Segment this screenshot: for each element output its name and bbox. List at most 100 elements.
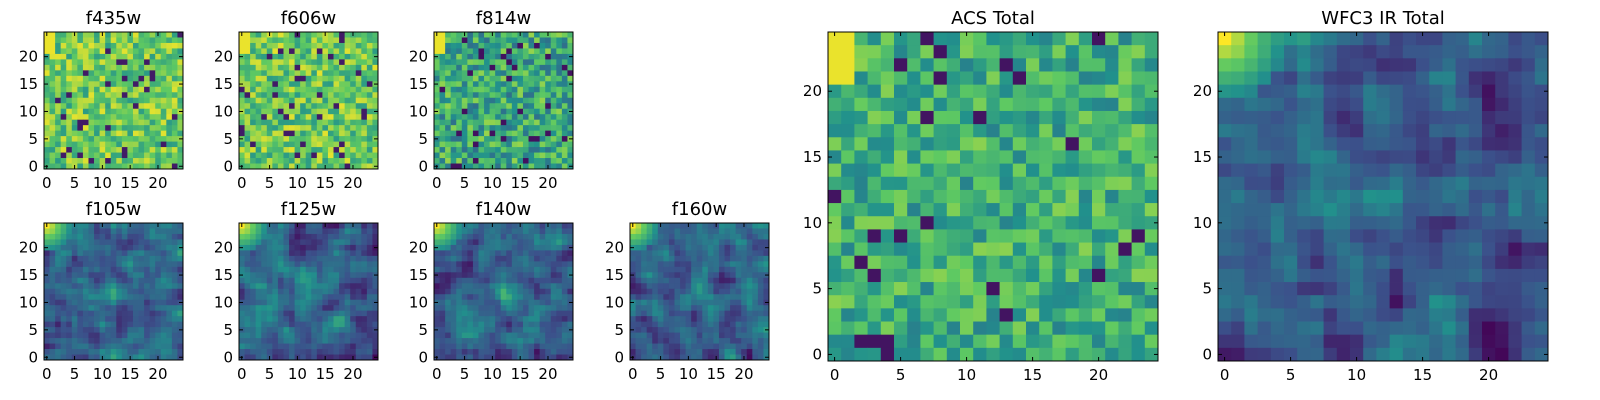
heatmap-cell bbox=[149, 354, 156, 361]
heatmap-cell bbox=[702, 272, 709, 279]
heatmap-cell bbox=[110, 70, 117, 77]
heatmap-cell bbox=[289, 141, 295, 148]
heatmap-cell bbox=[517, 92, 524, 99]
heatmap-cell bbox=[339, 141, 346, 148]
heatmap-cell bbox=[456, 86, 463, 93]
heatmap-cell bbox=[960, 176, 974, 191]
heatmap-cell bbox=[635, 349, 642, 355]
heatmap-cell bbox=[316, 228, 323, 235]
heatmap-cell bbox=[724, 250, 731, 257]
heatmap-cell bbox=[907, 32, 921, 46]
heatmap-cell bbox=[71, 37, 78, 44]
heatmap-cell bbox=[757, 305, 764, 312]
heatmap-cell bbox=[674, 277, 681, 284]
heatmap-cell bbox=[456, 283, 463, 290]
heatmap-cell bbox=[534, 233, 541, 240]
heatmap-cell bbox=[300, 136, 307, 142]
x-tick-label: 0 bbox=[432, 174, 442, 192]
heatmap-cell bbox=[630, 338, 636, 344]
heatmap-cell bbox=[144, 272, 151, 279]
y-tick-label: 20 bbox=[214, 48, 233, 66]
heatmap-cell bbox=[439, 97, 446, 104]
heatmap-cell bbox=[561, 136, 568, 142]
heatmap-cell bbox=[511, 97, 518, 104]
heatmap-cell bbox=[506, 332, 513, 339]
heatmap-cell bbox=[556, 97, 563, 104]
heatmap-cell bbox=[907, 110, 921, 125]
heatmap-cell bbox=[261, 147, 268, 153]
heatmap-cell bbox=[294, 233, 301, 240]
heatmap-cell bbox=[741, 255, 748, 262]
heatmap-cell bbox=[283, 158, 290, 164]
heatmap-cell bbox=[1039, 150, 1053, 164]
heatmap-cell bbox=[289, 125, 295, 132]
x-tick-label: 10 bbox=[679, 365, 698, 383]
heatmap-cell bbox=[528, 119, 535, 126]
heatmap-cell bbox=[138, 130, 145, 137]
heatmap-cell bbox=[550, 316, 557, 323]
heatmap-cell bbox=[322, 338, 329, 344]
heatmap-cell bbox=[456, 75, 463, 82]
heatmap-cell bbox=[561, 108, 568, 115]
heatmap-cell bbox=[82, 158, 89, 164]
heatmap-cell bbox=[752, 244, 759, 251]
heatmap-cell bbox=[741, 343, 748, 350]
heatmap-cell bbox=[500, 283, 507, 290]
heatmap-cell bbox=[495, 103, 502, 110]
heatmap-cell bbox=[144, 321, 151, 328]
heatmap-cell bbox=[239, 114, 245, 121]
heatmap-cell bbox=[685, 338, 692, 344]
heatmap-cell bbox=[355, 250, 362, 257]
heatmap-cell bbox=[506, 48, 513, 55]
heatmap-cell bbox=[506, 255, 513, 262]
heatmap-cell bbox=[545, 92, 552, 99]
heatmap-cell bbox=[261, 299, 268, 306]
heatmap-cell bbox=[372, 294, 379, 301]
heatmap-cell bbox=[752, 223, 759, 229]
heatmap-cell bbox=[528, 239, 535, 246]
heatmap-cell bbox=[472, 261, 479, 268]
heatmap-cell bbox=[239, 147, 245, 153]
heatmap-cell bbox=[522, 261, 529, 268]
heatmap-cell bbox=[294, 70, 301, 77]
heatmap-cell bbox=[283, 277, 290, 284]
heatmap-cell bbox=[272, 70, 279, 77]
heatmap-cell bbox=[155, 316, 162, 323]
heatmap-cell bbox=[277, 108, 284, 115]
heatmap-cell bbox=[484, 119, 490, 126]
heatmap-cell bbox=[545, 97, 552, 104]
heatmap-cell bbox=[94, 53, 100, 60]
heatmap-cell bbox=[920, 84, 934, 99]
heatmap-cell bbox=[478, 81, 485, 88]
heatmap-cell bbox=[289, 349, 295, 355]
heatmap-cell bbox=[663, 266, 670, 273]
heatmap-cell bbox=[556, 305, 563, 312]
heatmap-cell bbox=[99, 114, 106, 121]
heatmap-cell bbox=[456, 343, 463, 350]
heatmap-cell bbox=[445, 277, 452, 284]
heatmap-cell bbox=[495, 223, 502, 229]
heatmap-cell bbox=[489, 338, 496, 344]
heatmap-cell bbox=[511, 108, 518, 115]
heatmap-cell bbox=[244, 338, 251, 344]
heatmap-cell bbox=[82, 92, 89, 99]
heatmap-cell bbox=[456, 32, 463, 38]
heatmap-cell bbox=[127, 92, 134, 99]
heatmap-cell bbox=[946, 124, 961, 138]
heatmap-cell bbox=[116, 64, 123, 71]
heatmap-cell bbox=[511, 283, 518, 290]
heatmap-cell bbox=[283, 86, 290, 93]
heatmap-cell bbox=[752, 305, 759, 312]
heatmap-cell bbox=[110, 141, 117, 148]
heatmap-cell bbox=[696, 332, 703, 339]
heatmap-cell bbox=[171, 321, 178, 328]
heatmap-cell bbox=[322, 233, 329, 240]
heatmap-cell bbox=[1012, 110, 1027, 125]
heatmap-cell bbox=[160, 163, 167, 170]
heatmap-cell bbox=[641, 349, 648, 355]
heatmap-cell bbox=[735, 349, 742, 355]
heatmap-cell bbox=[155, 228, 162, 235]
heatmap-cell bbox=[702, 321, 709, 328]
heatmap-cell bbox=[289, 332, 295, 339]
heatmap-cell bbox=[534, 288, 541, 295]
